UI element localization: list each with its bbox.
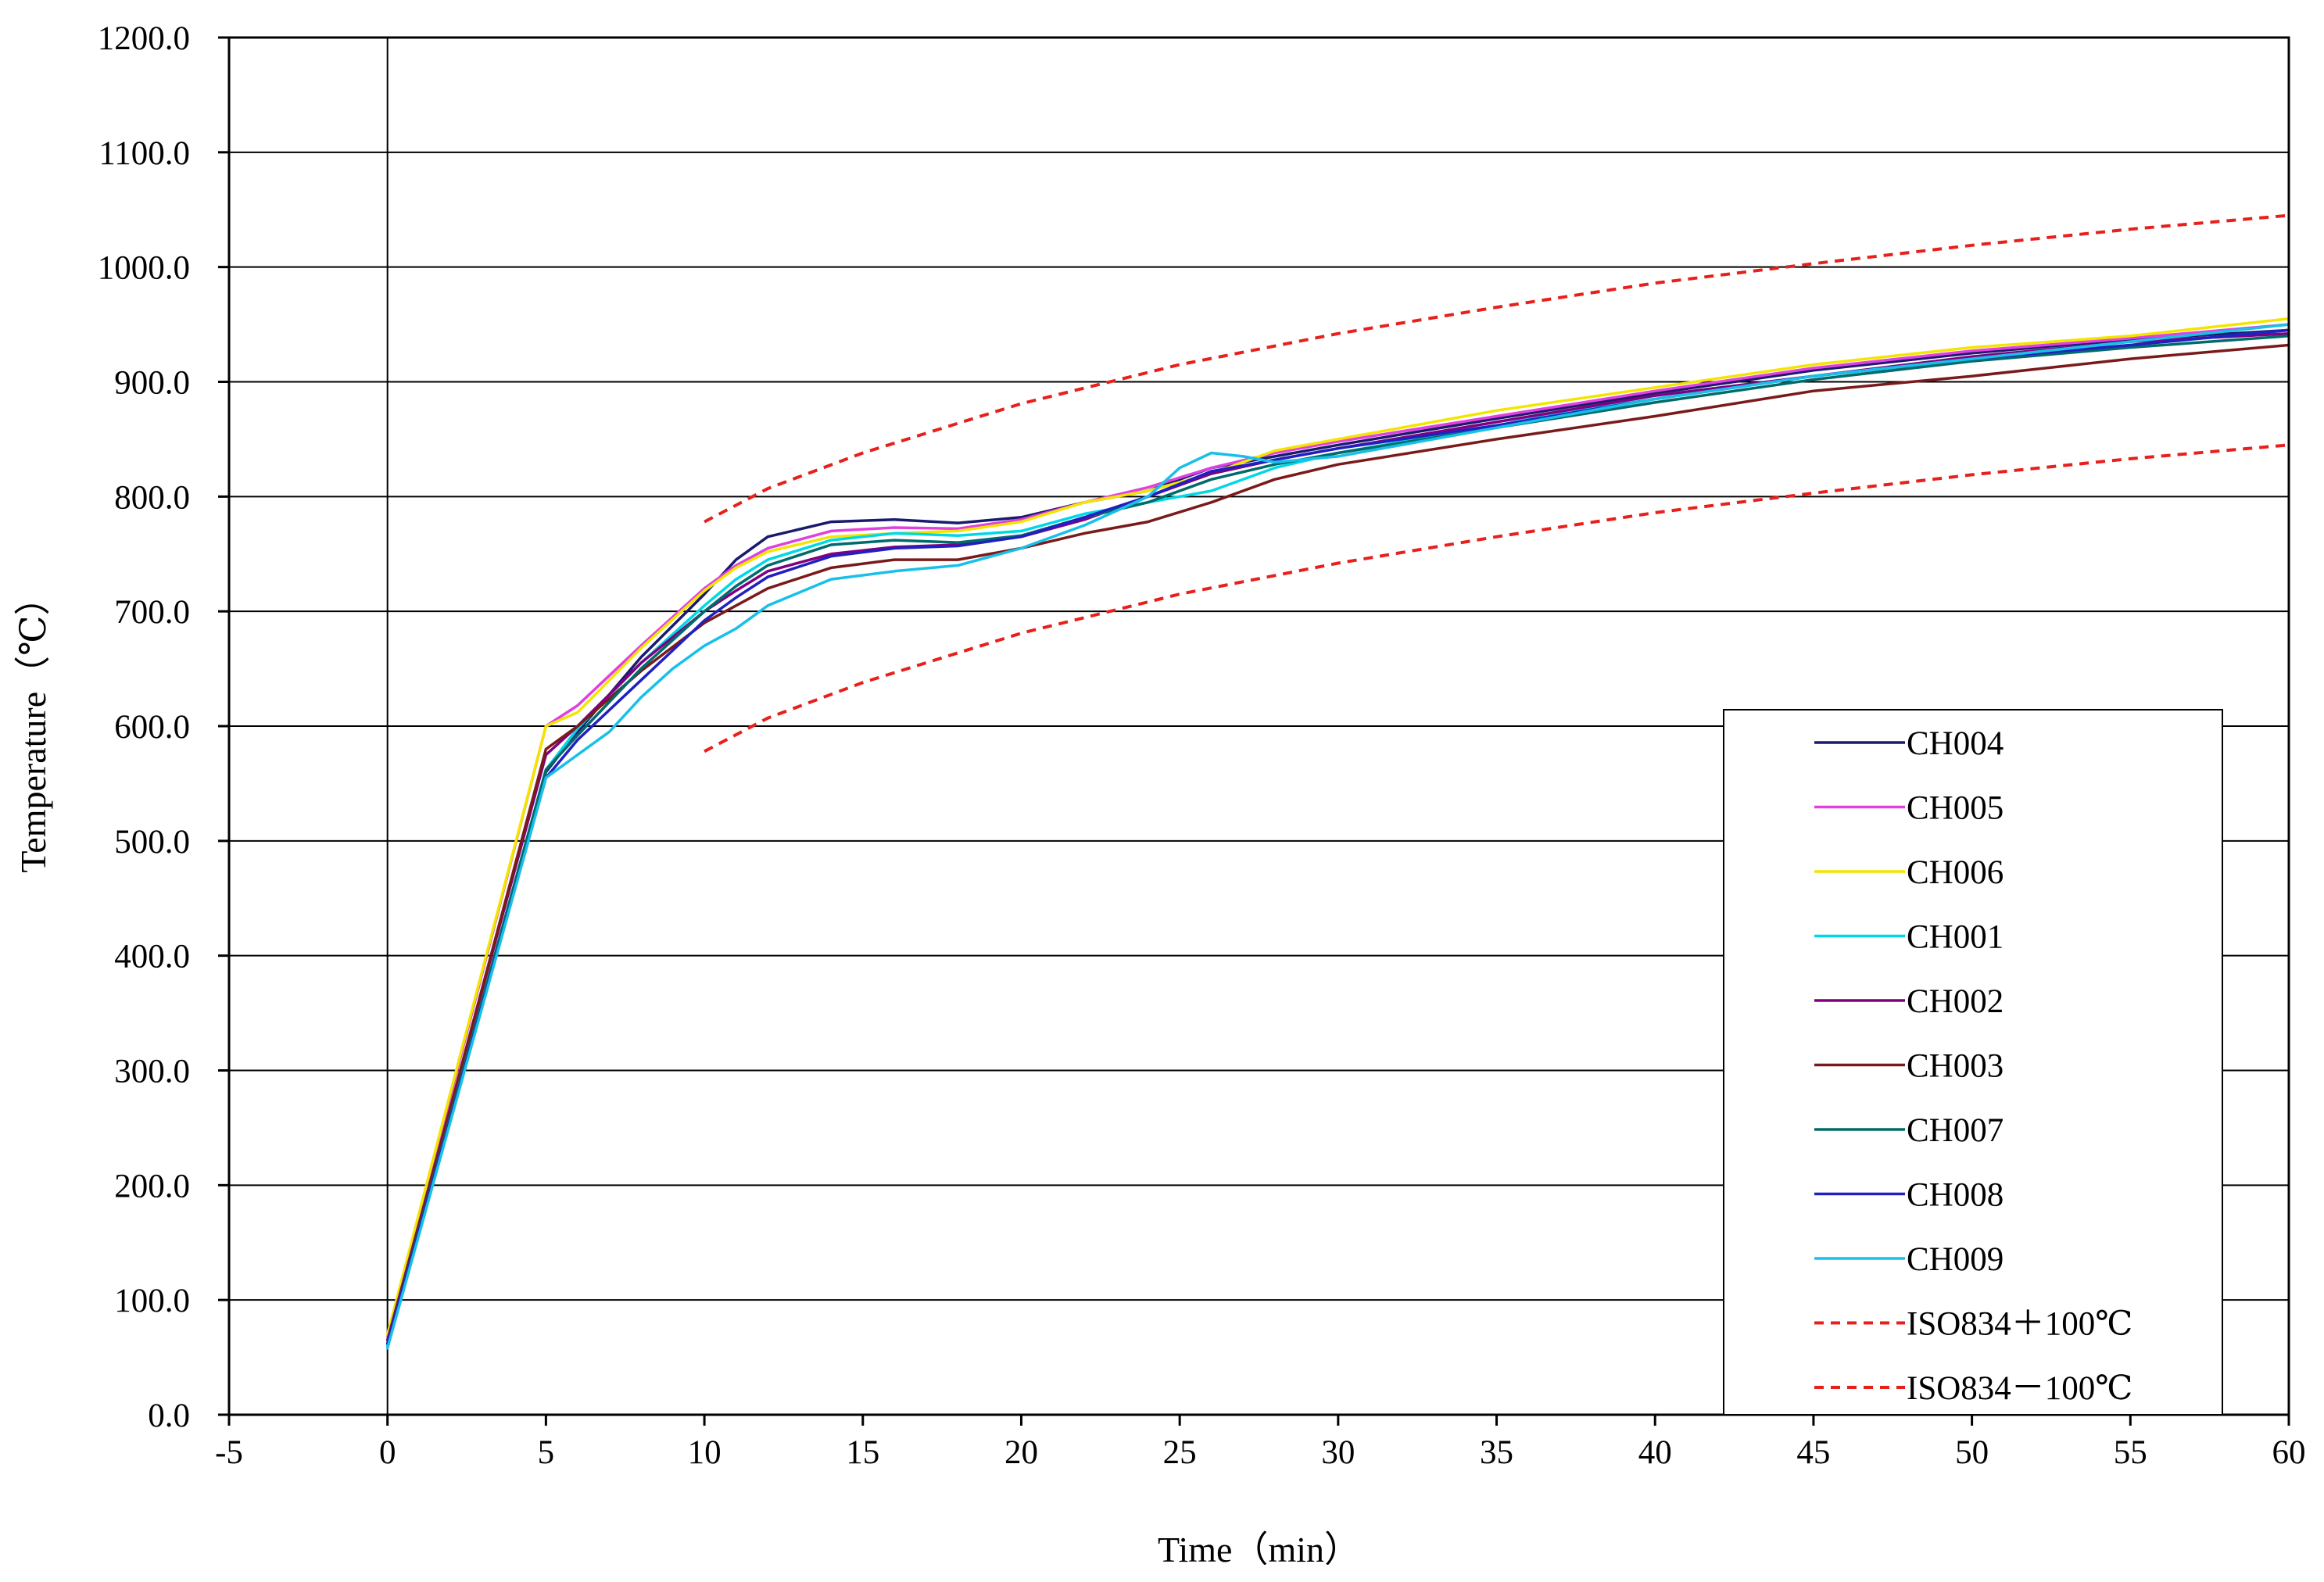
legend-label: ISO834－100℃: [1907, 1370, 2132, 1407]
y-tick-label: 1200.0: [98, 20, 190, 57]
x-tick-label: 15: [846, 1434, 879, 1471]
grid-lines: [229, 37, 2289, 1416]
x-tick-label: 5: [538, 1434, 555, 1471]
legend-label: CH006: [1907, 854, 2004, 891]
y-tick-label: 0.0: [148, 1398, 190, 1434]
legend-label: CH001: [1907, 919, 2004, 956]
x-tick-label: 45: [1796, 1434, 1830, 1471]
legend-label: ISO834＋100℃: [1907, 1306, 2132, 1343]
series-line-ch003: [385, 343, 2290, 1345]
y-tick-label: 900.0: [114, 365, 190, 402]
series-line-ch009: [385, 323, 2290, 1350]
y-tick-label: 1000.0: [98, 250, 190, 287]
y-tick-label: 100.0: [114, 1283, 190, 1319]
x-axis-label: Time（min）: [1158, 1530, 1360, 1569]
x-tick-label: 0: [379, 1434, 396, 1471]
legend-label: CH004: [1907, 725, 2004, 762]
x-tick-label: 25: [1163, 1434, 1197, 1471]
series-line-iso834-100-: [704, 443, 2290, 753]
y-tick-label: 1100.0: [98, 135, 190, 172]
y-tick-label: 400.0: [114, 939, 190, 975]
x-tick-label: 10: [688, 1434, 722, 1471]
x-tick-label: 20: [1004, 1434, 1038, 1471]
y-axis-label: Temperature（℃）: [13, 579, 53, 872]
y-tick-label: 600.0: [114, 709, 190, 746]
y-tick-label: 200.0: [114, 1168, 190, 1204]
x-tick-label: 30: [1321, 1434, 1355, 1471]
legend-label: CH009: [1907, 1241, 2004, 1278]
legend-box: [1723, 709, 2223, 1416]
series-line-ch006: [385, 317, 2290, 1336]
legend-label: CH008: [1907, 1177, 2004, 1214]
legend-label: CH005: [1907, 790, 2004, 827]
x-tick-label: 50: [1955, 1434, 1989, 1471]
x-axis-ticks: -5 0 5 10 15 20 25 30 35 40 45 50 55 60: [215, 1415, 2306, 1471]
x-tick-label: 35: [1480, 1434, 1513, 1471]
x-tick-label: 60: [2272, 1434, 2306, 1471]
y-tick-label: 700.0: [114, 594, 190, 631]
legend-label: CH002: [1907, 983, 2004, 1020]
y-tick-label: 300.0: [114, 1054, 190, 1090]
x-tick-label: 40: [1638, 1434, 1672, 1471]
x-tick-label: 55: [2114, 1434, 2147, 1471]
y-axis-ticks: 0.0 100.0 200.0 300.0 400.0 500.0 600.0 700.0 80…: [98, 20, 229, 1434]
x-tick-label: -5: [215, 1434, 243, 1471]
legend-label: CH007: [1907, 1112, 2004, 1149]
y-tick-label: 800.0: [114, 479, 190, 516]
series-line-iso834-100-: [704, 213, 2290, 524]
y-tick-label: 500.0: [114, 824, 190, 861]
series-layer: [385, 213, 2290, 1350]
legend-label: CH003: [1907, 1048, 2004, 1085]
legend: CH004 CH005 CH006 CH001 CH002 CH003 CH007 CH008…: [1723, 709, 2223, 1416]
